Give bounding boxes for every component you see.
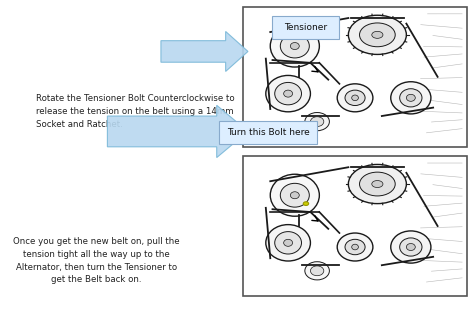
Ellipse shape: [345, 90, 365, 105]
Ellipse shape: [372, 180, 383, 188]
Ellipse shape: [352, 244, 358, 250]
FancyBboxPatch shape: [273, 16, 339, 39]
Ellipse shape: [305, 262, 329, 280]
Polygon shape: [108, 105, 248, 158]
Ellipse shape: [266, 225, 310, 261]
Ellipse shape: [266, 75, 310, 112]
FancyBboxPatch shape: [244, 156, 466, 296]
Ellipse shape: [391, 231, 431, 263]
FancyBboxPatch shape: [244, 7, 466, 147]
Text: Tensioner: Tensioner: [284, 23, 328, 32]
Ellipse shape: [270, 25, 319, 67]
Ellipse shape: [305, 112, 329, 131]
Ellipse shape: [280, 183, 310, 207]
Ellipse shape: [283, 239, 292, 246]
Text: Rotate the Tensioner Bolt Counterclockwise to
release the tension on the belt us: Rotate the Tensioner Bolt Counterclockwi…: [36, 94, 235, 129]
Ellipse shape: [270, 174, 319, 216]
Ellipse shape: [406, 243, 415, 251]
Ellipse shape: [275, 232, 301, 254]
Ellipse shape: [310, 266, 324, 276]
Ellipse shape: [348, 164, 406, 204]
Ellipse shape: [348, 15, 406, 54]
Ellipse shape: [291, 192, 299, 199]
Ellipse shape: [337, 84, 373, 112]
Ellipse shape: [275, 83, 301, 105]
Text: Turn this Bolt here: Turn this Bolt here: [227, 128, 310, 137]
Ellipse shape: [400, 89, 422, 107]
Circle shape: [303, 202, 309, 205]
Ellipse shape: [345, 239, 365, 255]
Polygon shape: [161, 32, 248, 71]
Text: Once you get the new belt on, pull the
tension tight all the way up to the
Alter: Once you get the new belt on, pull the t…: [13, 237, 180, 284]
Ellipse shape: [283, 90, 292, 97]
Ellipse shape: [337, 233, 373, 261]
Ellipse shape: [359, 172, 395, 196]
Ellipse shape: [359, 23, 395, 47]
FancyBboxPatch shape: [219, 121, 317, 144]
Ellipse shape: [406, 94, 415, 101]
Ellipse shape: [372, 31, 383, 38]
Ellipse shape: [291, 43, 299, 49]
Ellipse shape: [352, 95, 358, 101]
Ellipse shape: [280, 34, 310, 58]
Ellipse shape: [310, 117, 324, 126]
Ellipse shape: [391, 82, 431, 114]
Ellipse shape: [400, 238, 422, 256]
